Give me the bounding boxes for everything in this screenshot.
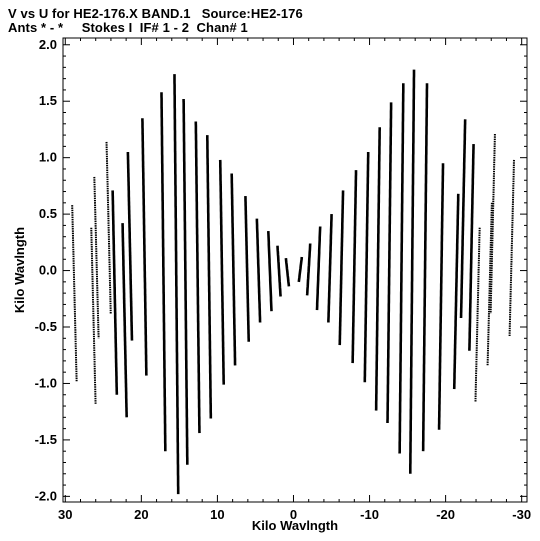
uv-track: [90, 227, 97, 404]
uv-track: [105, 141, 112, 314]
uv-track: [489, 134, 496, 314]
axis-ticks: 30 20 10 0 -10 -20 -30 2.0 1.5 1.0 0.5 0.0 -0.5 -1.0 -…: [35, 37, 531, 522]
uv-track: [182, 99, 189, 465]
uv-track: [305, 243, 312, 296]
y-tick-label: -2.0: [35, 488, 57, 503]
plot-frame: [62, 37, 528, 503]
uv-track: [111, 190, 119, 395]
uv-track: [474, 227, 481, 402]
uv-track: [338, 190, 345, 346]
y-tick-label: 1.5: [39, 93, 57, 108]
uv-track: [315, 226, 322, 311]
uv-tracks: [71, 69, 515, 495]
y-tick-label: -1.0: [35, 375, 57, 390]
y-tick-label: 1.0: [39, 150, 57, 165]
chart-subtitle: Ants * - * Stokes I IF# 1 - 2 Chan# 1: [8, 20, 248, 35]
uv-track: [267, 231, 273, 312]
uv-track: [121, 223, 128, 418]
x-tick-label: 10: [210, 507, 224, 522]
uv-track: [173, 74, 180, 495]
uv-track: [409, 69, 416, 474]
uv-track: [71, 205, 78, 382]
uv-track: [437, 163, 445, 430]
uv-track: [126, 152, 134, 341]
y-tick-label: 0.5: [39, 206, 57, 221]
y-tick-label: -0.5: [35, 319, 57, 334]
uv-track: [141, 118, 148, 376]
uv-track: [276, 245, 282, 297]
y-axis-label: Kilo Wavlngth: [12, 227, 27, 313]
y-tick-label: 2.0: [39, 37, 57, 52]
y-tick-label: -1.5: [35, 432, 57, 447]
chart-title: V vs U for HE2-176.X BAND.1 Source:HE2-1…: [8, 6, 303, 21]
x-tick-label: -20: [436, 507, 455, 522]
uv-track: [508, 159, 515, 336]
uv-track: [194, 121, 201, 434]
uv-track: [374, 127, 381, 411]
x-tick-label: 30: [58, 507, 72, 522]
uv-track: [363, 152, 370, 383]
uv-track: [284, 257, 291, 287]
y-tick-label: 0.0: [39, 263, 57, 278]
x-axis-label: Kilo Wavlngth: [252, 518, 338, 533]
uv-track: [468, 144, 475, 351]
x-tick-label: -10: [360, 507, 379, 522]
uv-track: [255, 218, 262, 323]
uv-track: [459, 119, 467, 319]
uv-track: [398, 83, 405, 454]
uv-track: [297, 256, 304, 283]
uv-track: [351, 170, 358, 364]
uv-track: [93, 176, 100, 339]
uv-track: [421, 83, 429, 452]
uv-track: [160, 92, 167, 452]
uv-track: [327, 214, 333, 323]
uv-track: [218, 159, 225, 385]
uv-track: [486, 202, 493, 366]
uv-track: [452, 193, 460, 390]
uv-track: [206, 135, 213, 419]
x-tick-label: 0: [290, 507, 297, 522]
x-tick-label: 20: [134, 507, 148, 522]
uv-track: [230, 173, 237, 366]
x-tick-label: -30: [512, 507, 531, 522]
uv-track: [244, 196, 250, 342]
uv-track: [386, 102, 393, 423]
